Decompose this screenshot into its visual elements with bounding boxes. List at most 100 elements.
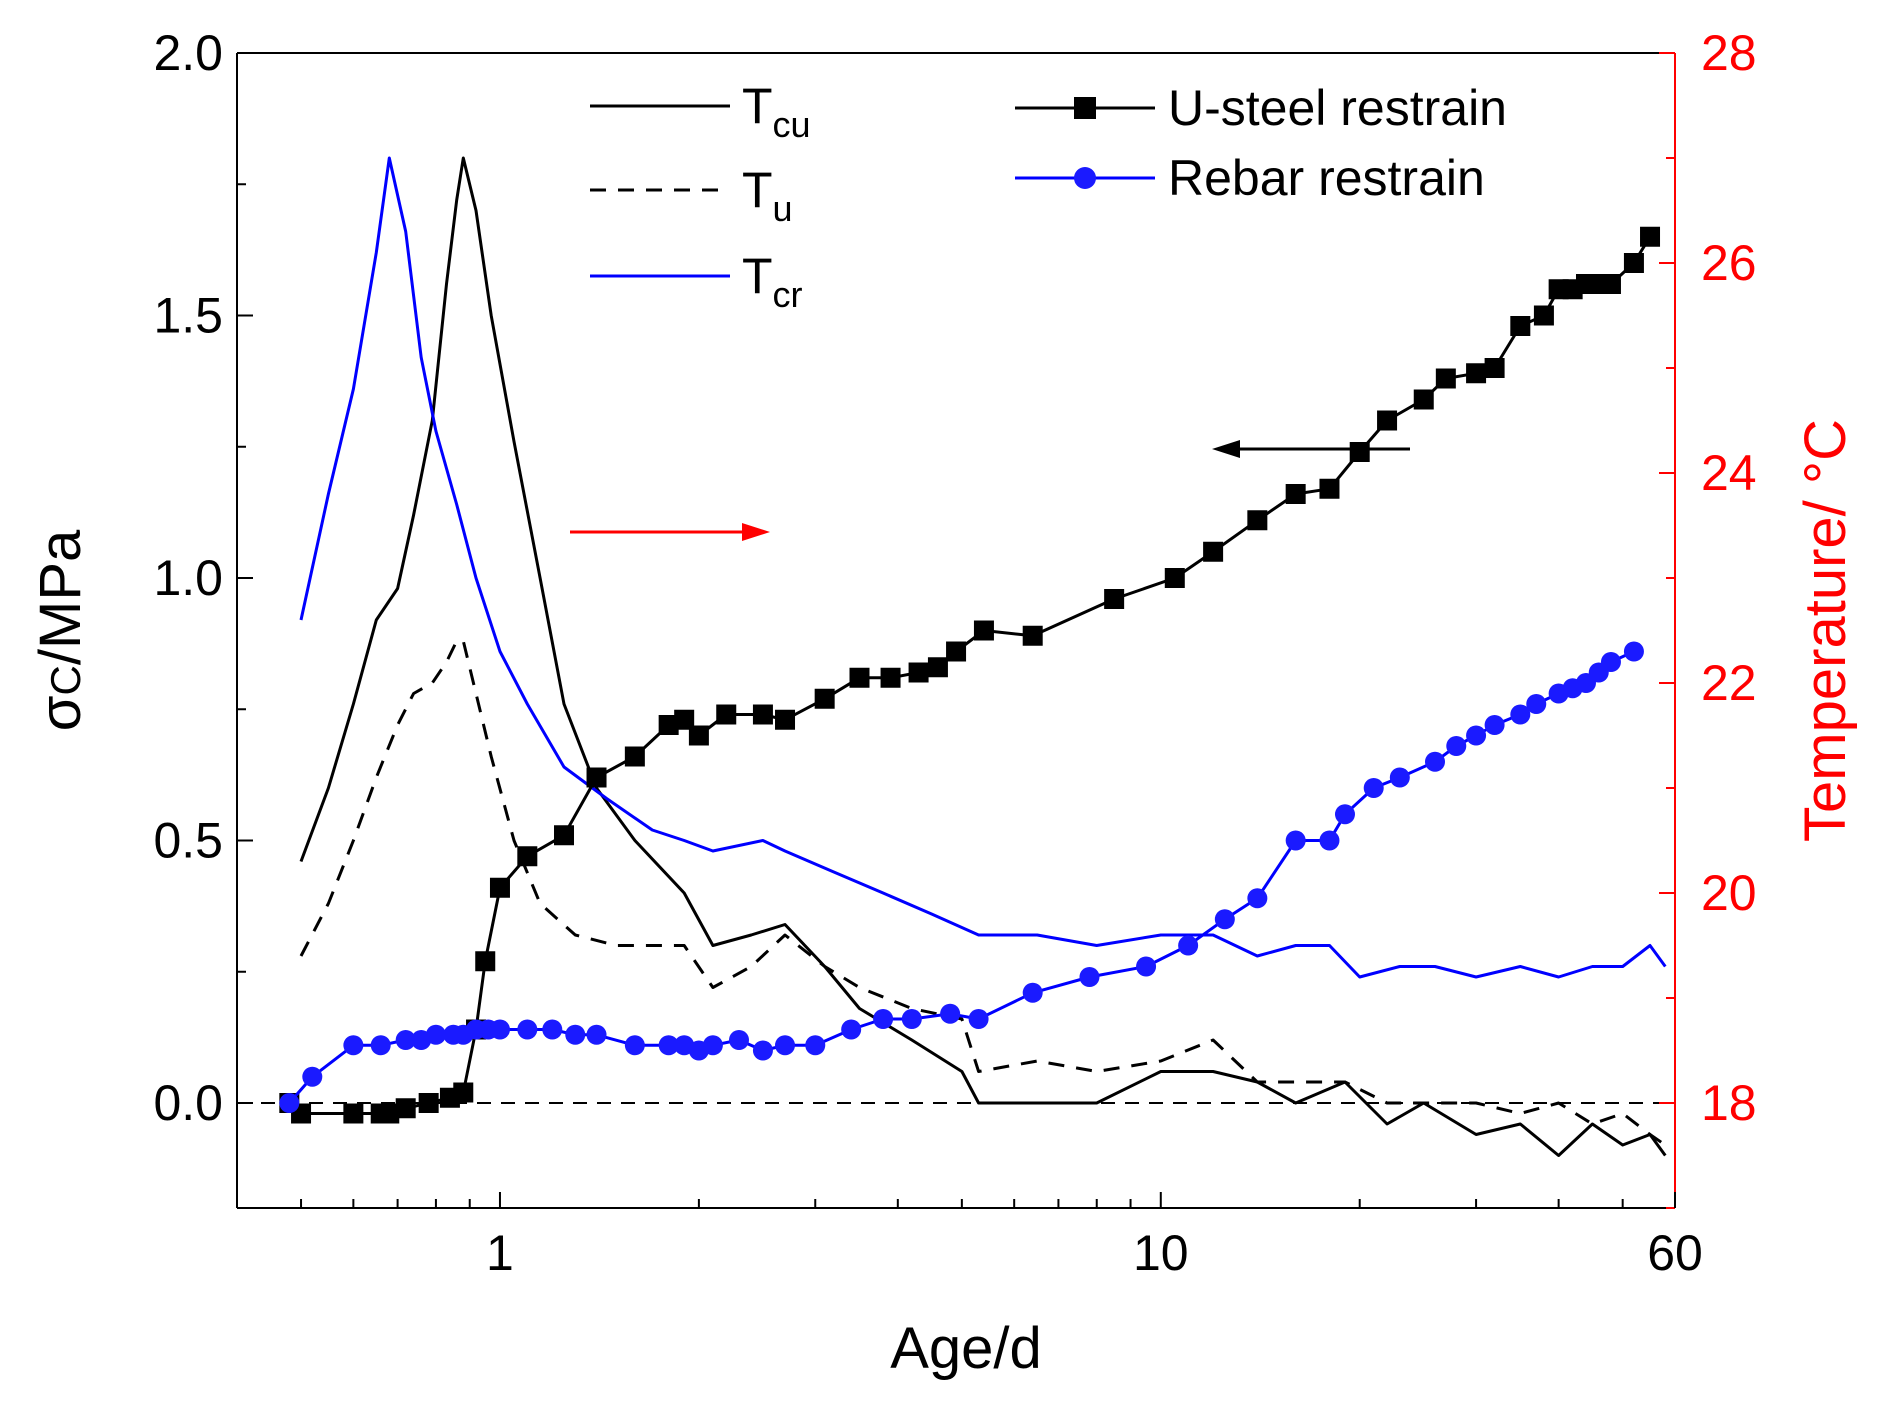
- data-point-rebar-restrain: [395, 1030, 416, 1050]
- legend-label: Rebar restrain: [1168, 150, 1485, 206]
- y2-tick-label: 18: [1701, 1075, 1757, 1131]
- data-point-u-steel-restrain: [946, 641, 967, 662]
- y2-tick-label: 22: [1701, 655, 1757, 711]
- data-point-rebar-restrain: [624, 1035, 645, 1056]
- data-point-rebar-restrain: [775, 1035, 796, 1056]
- y-axis-title-symbol: σ: [28, 695, 93, 731]
- data-point-u-steel-restrain: [489, 877, 510, 898]
- data-point-u-steel-restrain: [908, 662, 929, 683]
- legend-label: Tcu: [742, 78, 811, 145]
- data-point-u-steel-restrain: [688, 725, 709, 746]
- data-point-rebar-restrain: [1425, 751, 1446, 772]
- data-point-rebar-restrain: [302, 1066, 323, 1087]
- data-point-u-steel-restrain: [1319, 478, 1340, 499]
- y2-tick-label: 24: [1701, 445, 1757, 501]
- series-line-u-steel-restrain: [288, 236, 1652, 1115]
- data-point-u-steel-restrain: [880, 667, 901, 688]
- data-point-rebar-restrain: [702, 1035, 723, 1056]
- data-point-u-steel-restrain: [453, 1082, 474, 1103]
- y-tick-label: 1.5: [153, 288, 223, 344]
- y-tick-label: 2.0: [153, 25, 223, 81]
- y-tick-label: 1.0: [153, 550, 223, 606]
- legend-label-main: U-steel restrain: [1168, 80, 1507, 136]
- legend-label-main: T: [742, 248, 773, 304]
- data-point-u-steel-restrain: [658, 715, 679, 735]
- data-point-rebar-restrain: [1466, 725, 1487, 746]
- data-point-u-steel-restrain: [1435, 368, 1456, 389]
- data-point-u-steel-restrain: [814, 688, 835, 709]
- y-tick-label: 0.5: [153, 813, 223, 869]
- data-point-u-steel-restrain: [1203, 541, 1224, 562]
- x-tick-label: 1: [486, 1225, 514, 1281]
- data-point-rebar-restrain: [279, 1093, 300, 1113]
- y2-tick-label: 20: [1701, 865, 1757, 921]
- data-point-rebar-restrain: [805, 1035, 826, 1056]
- data-point-rebar-restrain: [1319, 830, 1340, 851]
- data-point-u-steel-restrain: [1484, 358, 1505, 378]
- data-point-u-steel-restrain: [716, 704, 737, 725]
- plot-series: [237, 156, 1675, 1157]
- data-point-u-steel-restrain: [1022, 625, 1043, 646]
- data-point-rebar-restrain: [841, 1019, 862, 1040]
- arrow-right-head-icon: [742, 523, 770, 541]
- data-point-rebar-restrain: [542, 1019, 563, 1040]
- data-point-rebar-restrain: [425, 1024, 446, 1045]
- data-point-rebar-restrain: [1214, 909, 1235, 930]
- y-axis-title-subscript: C: [42, 665, 89, 695]
- data-point-rebar-restrain: [1623, 641, 1644, 662]
- data-point-u-steel-restrain: [343, 1103, 364, 1124]
- data-point-u-steel-restrain: [674, 709, 695, 730]
- legend-label-main: T: [742, 162, 773, 218]
- data-point-u-steel-restrain: [1349, 442, 1370, 462]
- data-point-u-steel-restrain: [1104, 589, 1125, 609]
- data-point-u-steel-restrain: [1285, 484, 1306, 504]
- data-point-u-steel-restrain: [1533, 305, 1554, 326]
- data-point-rebar-restrain: [517, 1019, 538, 1040]
- data-point-u-steel-restrain: [927, 657, 948, 678]
- data-point-rebar-restrain: [1178, 935, 1199, 956]
- y-tick-label: 0.0: [153, 1075, 223, 1131]
- data-point-rebar-restrain: [1285, 830, 1306, 851]
- data-point-u-steel-restrain: [379, 1103, 400, 1124]
- data-point-rebar-restrain: [1600, 652, 1621, 672]
- data-point-u-steel-restrain: [1600, 274, 1621, 294]
- data-point-rebar-restrain: [1526, 694, 1547, 714]
- legend-label-subscript: cr: [773, 274, 803, 315]
- data-point-rebar-restrain: [1247, 888, 1268, 909]
- data-point-rebar-restrain: [752, 1040, 773, 1061]
- legend-label-main: T: [742, 78, 773, 134]
- data-point-rebar-restrain: [901, 1009, 922, 1029]
- data-point-rebar-restrain: [1510, 704, 1531, 725]
- legend-label-subscript: cu: [773, 104, 811, 145]
- data-point-rebar-restrain: [1022, 982, 1043, 1003]
- data-point-u-steel-restrain: [395, 1098, 416, 1119]
- y-axis-title-unit: /MPa: [28, 529, 93, 665]
- data-point-rebar-restrain: [1136, 956, 1157, 977]
- x-tick-label: 10: [1133, 1225, 1189, 1281]
- data-point-rebar-restrain: [873, 1009, 894, 1029]
- series-line-t-cu: [299, 156, 1667, 1157]
- data-point-u-steel-restrain: [554, 825, 575, 846]
- data-point-u-steel-restrain: [624, 746, 645, 767]
- data-point-u-steel-restrain: [1510, 316, 1531, 336]
- x-tick-label: 60: [1647, 1225, 1703, 1281]
- data-point-rebar-restrain: [586, 1024, 607, 1045]
- data-point-rebar-restrain: [489, 1019, 510, 1040]
- data-point-u-steel-restrain: [418, 1093, 439, 1113]
- x-axis-title: Age/d: [890, 1316, 1042, 1381]
- arrow-left-head-icon: [1212, 440, 1240, 458]
- legend-label: Tu: [742, 162, 793, 229]
- data-point-rebar-restrain: [343, 1035, 364, 1056]
- data-point-rebar-restrain: [1446, 736, 1467, 756]
- data-point-u-steel-restrain: [1164, 568, 1185, 588]
- data-point-u-steel-restrain: [1466, 363, 1487, 384]
- data-point-rebar-restrain: [1389, 767, 1410, 788]
- axes: 0.0 0.5 1.0 1.5 2.0 18 20 22 24 26 28 1 10 60 Age/d σC/…: [28, 25, 1858, 1381]
- y-axis-title: σC/MPa: [28, 529, 93, 731]
- data-point-u-steel-restrain: [849, 667, 870, 688]
- legend-marker-circle: [1074, 167, 1096, 189]
- data-point-u-steel-restrain: [1640, 226, 1661, 247]
- y2-axis-title: Temperature/ °C: [1793, 419, 1858, 842]
